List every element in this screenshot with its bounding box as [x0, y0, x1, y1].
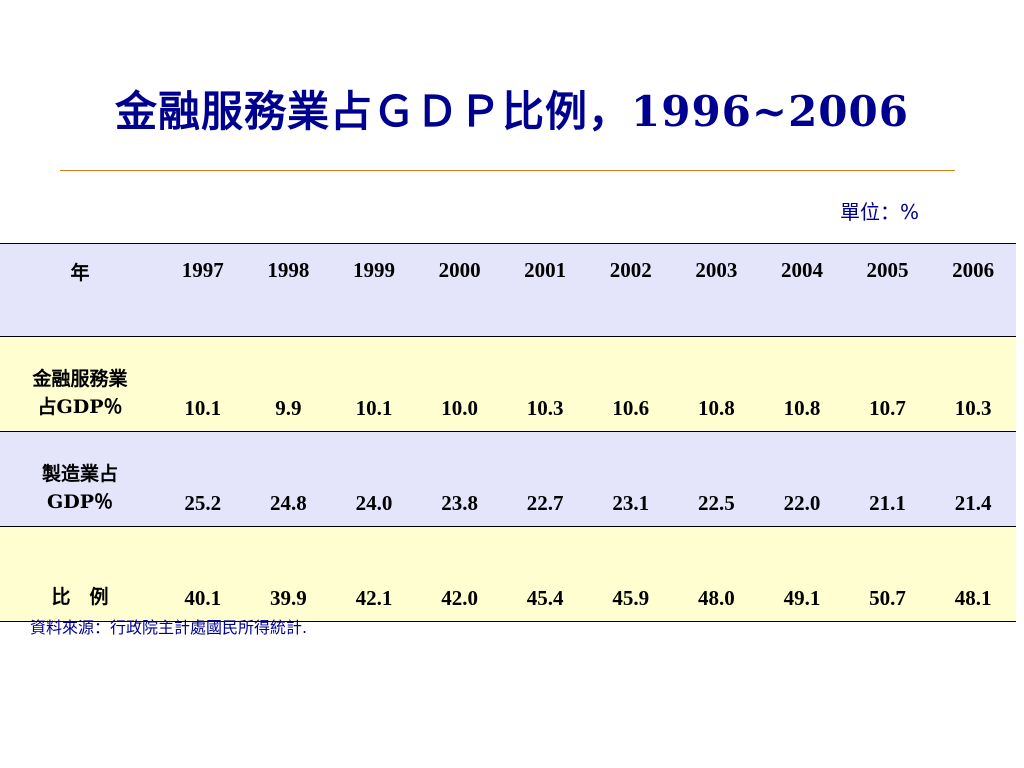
- table-cell: 42.0: [441, 586, 478, 610]
- table-cell: 40.1: [184, 586, 222, 610]
- header-year: 2006: [952, 258, 995, 282]
- table-cell: 45.9: [612, 586, 650, 610]
- table-cell: 22.7: [526, 491, 564, 515]
- source-note: 資料來源：行政院主計處國民所得統計.: [30, 618, 308, 637]
- table-row: 金融服務業 占GDP％ 10.1 9.9 10.1 10.0 10.3 10.6…: [0, 336, 1016, 432]
- data-table: 年 1997 1998 1999 2000 2001 2002 2003 200…: [0, 243, 1016, 622]
- table-cell: 10.3: [954, 396, 992, 420]
- row-label-line: 製造業占: [41, 463, 118, 485]
- table-cell: 24.8: [270, 491, 307, 515]
- table-cell: 49.1: [783, 586, 821, 610]
- table-row: 比 例 40.1 39.9 42.1 42.0 45.4 45.9 48.0 4…: [0, 526, 1016, 622]
- table-cell: 9.9: [275, 396, 302, 420]
- header-year: 2001: [524, 258, 567, 282]
- table-cell: 42.1: [355, 586, 393, 610]
- table-cell: 10.0: [441, 396, 478, 420]
- table-cell: 10.3: [526, 396, 564, 420]
- table-cell: 50.7: [869, 586, 906, 610]
- title-divider: [60, 170, 955, 171]
- table-cell: 10.6: [612, 396, 650, 420]
- table-cell: 10.8: [783, 396, 821, 420]
- table-cell: 39.9: [270, 586, 307, 610]
- table-cell: 21.4: [954, 491, 992, 515]
- row-label-line: 占GDP％: [37, 396, 123, 418]
- table-cell: 45.4: [526, 586, 564, 610]
- table-cell: 24.0: [355, 491, 393, 515]
- table-cell: 23.1: [612, 491, 650, 515]
- table-cell: 22.5: [697, 491, 735, 515]
- table-cell: 48.0: [697, 586, 735, 610]
- unit-label: 單位：%: [840, 200, 920, 224]
- table-row: 製造業占 GDP％ 25.2 24.8 24.0 23.8 22.7 23.1 …: [0, 431, 1016, 527]
- row-label: 製造業占 GDP％: [0, 432, 160, 527]
- table-cell: 10.1: [184, 396, 222, 420]
- row-label: 金融服務業 占GDP％: [0, 337, 160, 432]
- table-cell: 21.1: [869, 491, 906, 515]
- header-year: 2005: [866, 258, 909, 282]
- table-cell: 10.7: [869, 396, 906, 420]
- row-label: 比 例: [51, 586, 109, 608]
- table-cell: 10.8: [697, 396, 735, 420]
- header-year: 2000: [438, 258, 481, 282]
- header-year: 2003: [695, 258, 738, 282]
- header-year: 1997: [181, 258, 224, 282]
- row-label-line: 金融服務業: [32, 368, 128, 390]
- table-cell: 22.0: [783, 491, 821, 515]
- table-cell: 48.1: [954, 586, 992, 610]
- header-year: 2004: [780, 258, 823, 282]
- header-year: 1998: [267, 258, 310, 282]
- row-label-line: GDP％: [47, 491, 113, 513]
- header-year: 1999: [352, 258, 395, 282]
- header-year-label: 年: [70, 262, 90, 284]
- table-cell: 25.2: [184, 491, 222, 515]
- page-title: 金融服務業占ＧＤＰ比例，1996~2006: [115, 87, 909, 136]
- table-cell: 10.1: [355, 396, 393, 420]
- table-cell: 23.8: [441, 491, 478, 515]
- header-year: 2002: [609, 258, 652, 282]
- table-header-row: 年 1997 1998 1999 2000 2001 2002 2003 200…: [0, 243, 1016, 337]
